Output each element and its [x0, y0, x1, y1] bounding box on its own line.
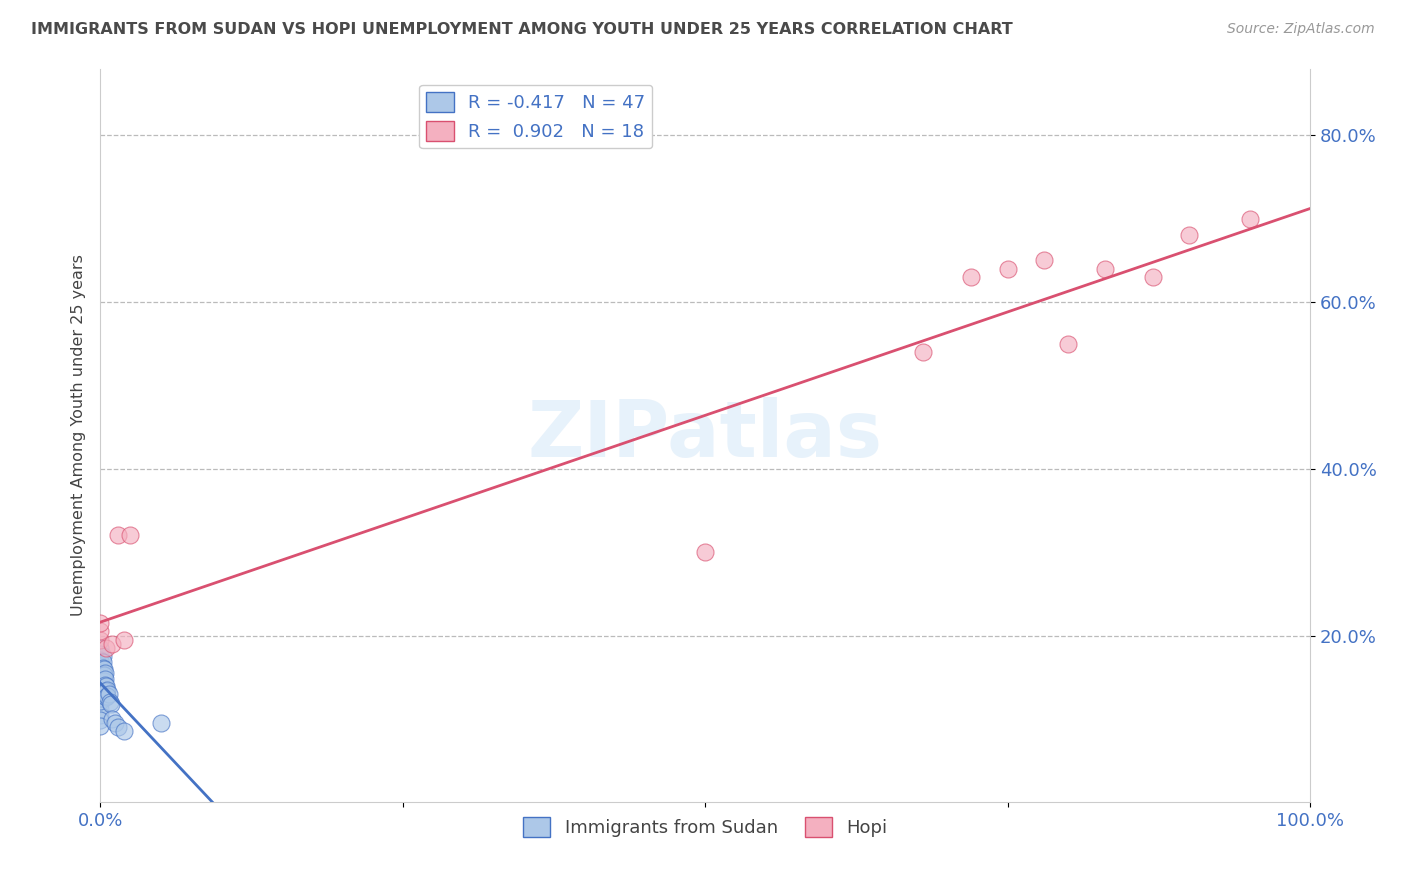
Point: [89, 697, 111, 711]
Text: Source: ZipAtlas.com: Source: ZipAtlas.com: [1227, 22, 1375, 37]
Point: [149, 716, 172, 731]
Point: [1178, 228, 1201, 243]
Point: [96, 679, 118, 693]
Point: [91, 661, 114, 675]
Point: [107, 720, 129, 734]
Point: [695, 545, 717, 559]
Point: [89, 707, 111, 722]
Point: [96, 690, 118, 705]
Point: [1142, 270, 1164, 285]
Point: [89, 691, 111, 706]
Point: [100, 697, 122, 711]
Point: [960, 270, 983, 285]
Point: [89, 632, 111, 647]
Point: [89, 713, 111, 727]
Point: [997, 261, 1019, 276]
Point: [120, 528, 142, 542]
Point: [93, 667, 115, 681]
Point: [107, 528, 129, 542]
Point: [89, 693, 111, 707]
Point: [94, 672, 117, 686]
Point: [912, 345, 935, 359]
Point: [104, 716, 127, 731]
Point: [96, 684, 118, 698]
Point: [89, 681, 111, 696]
Point: [94, 666, 117, 681]
Point: [1057, 336, 1080, 351]
Point: [89, 664, 111, 678]
Point: [89, 702, 111, 716]
Point: [89, 640, 111, 655]
Point: [89, 675, 111, 690]
Point: [96, 689, 118, 703]
Point: [93, 673, 115, 688]
Point: [96, 640, 118, 655]
Point: [89, 688, 111, 702]
Point: [89, 647, 111, 661]
Point: [89, 615, 111, 630]
Point: [89, 677, 111, 691]
Point: [101, 712, 124, 726]
Point: [89, 653, 111, 667]
Point: [112, 724, 135, 739]
Point: [89, 624, 111, 639]
Point: [91, 666, 114, 681]
Point: [91, 655, 114, 669]
Point: [101, 637, 124, 651]
Point: [89, 665, 111, 680]
Point: [98, 695, 121, 709]
Point: [89, 680, 111, 694]
Point: [1094, 261, 1116, 276]
Point: [89, 669, 111, 683]
Text: IMMIGRANTS FROM SUDAN VS HOPI UNEMPLOYMENT AMONG YOUTH UNDER 25 YEARS CORRELATIO: IMMIGRANTS FROM SUDAN VS HOPI UNEMPLOYME…: [31, 22, 1012, 37]
Y-axis label: Unemployment Among Youth under 25 years: Unemployment Among Youth under 25 years: [72, 254, 86, 616]
Point: [89, 659, 111, 673]
Point: [89, 653, 111, 667]
Point: [89, 671, 111, 685]
Point: [89, 718, 111, 732]
Text: ZIPatlas: ZIPatlas: [527, 398, 883, 474]
Point: [94, 678, 117, 692]
Point: [89, 657, 111, 672]
Point: [1033, 253, 1056, 268]
Point: [91, 649, 114, 664]
Point: [89, 686, 111, 700]
Point: [96, 682, 118, 697]
Legend: Immigrants from Sudan, Hopi: Immigrants from Sudan, Hopi: [516, 810, 894, 845]
Point: [93, 662, 115, 676]
Point: [97, 687, 120, 701]
Point: [91, 673, 114, 687]
Point: [1239, 211, 1261, 226]
Point: [112, 632, 135, 647]
